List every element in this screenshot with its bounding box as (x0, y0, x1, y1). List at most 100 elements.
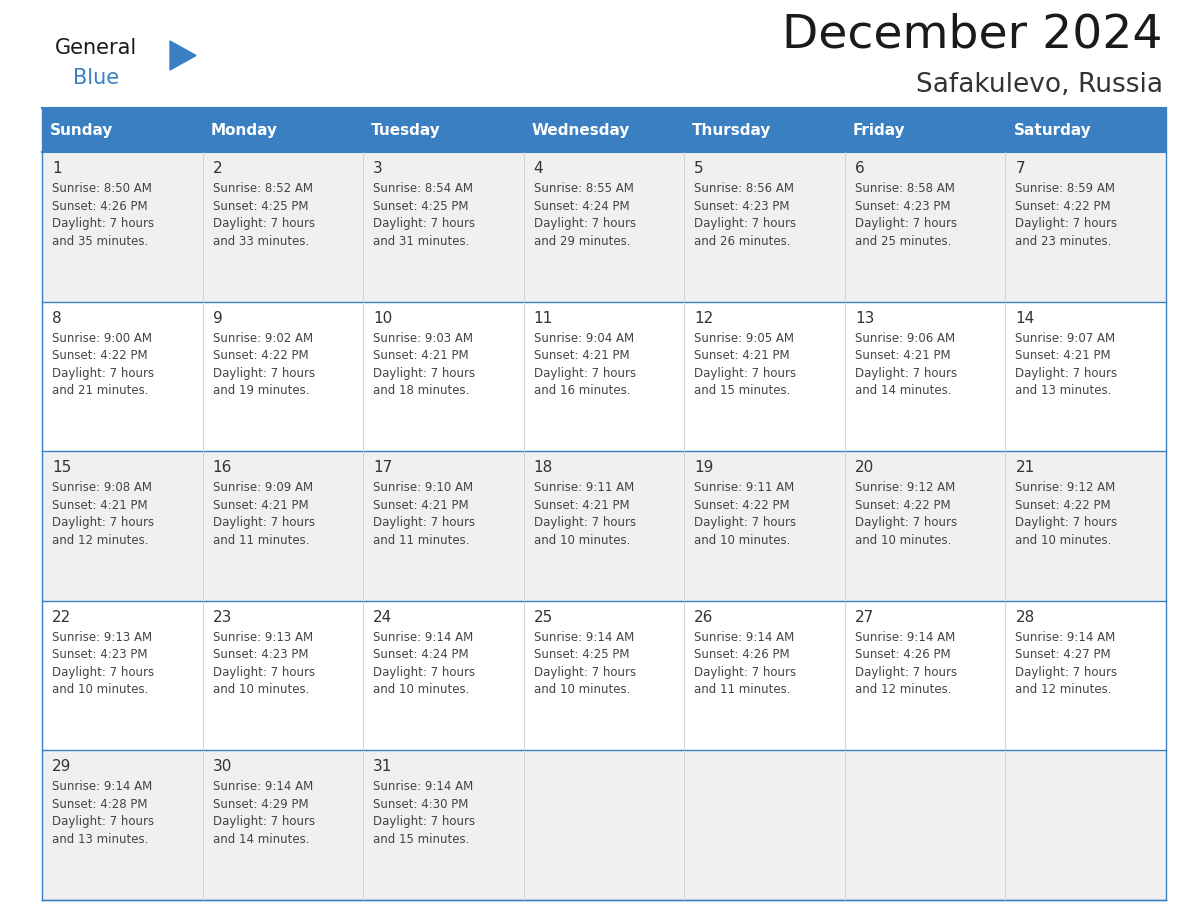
Text: and 15 minutes.: and 15 minutes. (694, 384, 791, 397)
Text: and 11 minutes.: and 11 minutes. (694, 683, 791, 696)
Text: Sunrise: 8:50 AM: Sunrise: 8:50 AM (52, 182, 152, 195)
Text: Blue: Blue (72, 68, 119, 88)
Text: Sunset: 4:23 PM: Sunset: 4:23 PM (52, 648, 147, 661)
Bar (42, 600, 203, 750)
Text: 25: 25 (533, 610, 552, 625)
Text: Sunset: 4:25 PM: Sunset: 4:25 PM (533, 648, 630, 661)
Text: and 15 minutes.: and 15 minutes. (373, 833, 469, 845)
Bar (203, 108, 364, 152)
Bar (845, 750, 1005, 900)
Text: 18: 18 (533, 460, 552, 476)
Bar (203, 302, 364, 452)
Bar (684, 302, 845, 452)
Text: Sunrise: 9:02 AM: Sunrise: 9:02 AM (213, 331, 312, 344)
Text: Sunset: 4:23 PM: Sunset: 4:23 PM (694, 199, 790, 212)
Text: 10: 10 (373, 310, 392, 326)
Text: Sunrise: 9:13 AM: Sunrise: 9:13 AM (213, 631, 312, 644)
Text: Daylight: 7 hours: Daylight: 7 hours (855, 516, 958, 529)
Text: Daylight: 7 hours: Daylight: 7 hours (213, 516, 315, 529)
Text: Sunrise: 9:03 AM: Sunrise: 9:03 AM (373, 331, 473, 344)
Text: 6: 6 (855, 161, 865, 176)
Bar (203, 452, 364, 600)
Text: Daylight: 7 hours: Daylight: 7 hours (533, 217, 636, 230)
Text: Sunrise: 9:04 AM: Sunrise: 9:04 AM (533, 331, 634, 344)
Text: Daylight: 7 hours: Daylight: 7 hours (855, 366, 958, 380)
Text: 21: 21 (1016, 460, 1035, 476)
Text: Safakulevo, Russia: Safakulevo, Russia (916, 72, 1163, 98)
Text: and 10 minutes.: and 10 minutes. (855, 533, 952, 547)
Bar (42, 302, 203, 452)
Bar (845, 302, 1005, 452)
Text: Sunrise: 9:00 AM: Sunrise: 9:00 AM (52, 331, 152, 344)
Text: Sunrise: 9:06 AM: Sunrise: 9:06 AM (855, 331, 955, 344)
Text: Daylight: 7 hours: Daylight: 7 hours (373, 366, 475, 380)
Bar (524, 750, 684, 900)
Text: 11: 11 (533, 310, 552, 326)
Text: 19: 19 (694, 460, 714, 476)
Polygon shape (170, 41, 196, 70)
Text: Sunset: 4:29 PM: Sunset: 4:29 PM (213, 798, 308, 811)
Text: Thursday: Thursday (693, 122, 772, 138)
Text: Sunset: 4:23 PM: Sunset: 4:23 PM (213, 648, 308, 661)
Bar (684, 452, 845, 600)
Text: Monday: Monday (210, 122, 278, 138)
Text: Sunset: 4:28 PM: Sunset: 4:28 PM (52, 798, 147, 811)
Text: Sunrise: 9:12 AM: Sunrise: 9:12 AM (1016, 481, 1116, 494)
Text: 12: 12 (694, 310, 714, 326)
Text: Sunset: 4:21 PM: Sunset: 4:21 PM (373, 498, 469, 511)
Text: Sunset: 4:24 PM: Sunset: 4:24 PM (533, 199, 630, 212)
Text: Sunset: 4:25 PM: Sunset: 4:25 PM (373, 199, 468, 212)
Text: Daylight: 7 hours: Daylight: 7 hours (1016, 516, 1118, 529)
Text: and 10 minutes.: and 10 minutes. (533, 533, 630, 547)
Text: General: General (55, 38, 138, 58)
Text: Sunset: 4:21 PM: Sunset: 4:21 PM (213, 498, 308, 511)
Text: and 10 minutes.: and 10 minutes. (373, 683, 469, 696)
Bar (364, 152, 524, 302)
Text: 26: 26 (694, 610, 714, 625)
Text: and 23 minutes.: and 23 minutes. (1016, 234, 1112, 248)
Text: and 14 minutes.: and 14 minutes. (855, 384, 952, 397)
Text: Daylight: 7 hours: Daylight: 7 hours (373, 666, 475, 678)
Text: and 19 minutes.: and 19 minutes. (213, 384, 309, 397)
Text: Sunset: 4:26 PM: Sunset: 4:26 PM (52, 199, 147, 212)
Bar (203, 152, 364, 302)
Text: and 21 minutes.: and 21 minutes. (52, 384, 148, 397)
Text: Sunset: 4:22 PM: Sunset: 4:22 PM (1016, 498, 1111, 511)
Text: and 10 minutes.: and 10 minutes. (694, 533, 791, 547)
Text: Sunset: 4:21 PM: Sunset: 4:21 PM (533, 349, 630, 362)
Text: Sunrise: 9:14 AM: Sunrise: 9:14 AM (373, 780, 473, 793)
Text: 22: 22 (52, 610, 71, 625)
Text: Daylight: 7 hours: Daylight: 7 hours (52, 217, 154, 230)
Text: Sunrise: 9:14 AM: Sunrise: 9:14 AM (213, 780, 312, 793)
Bar (203, 600, 364, 750)
Text: Daylight: 7 hours: Daylight: 7 hours (533, 516, 636, 529)
Text: Sunset: 4:21 PM: Sunset: 4:21 PM (52, 498, 147, 511)
Text: and 11 minutes.: and 11 minutes. (373, 533, 469, 547)
Text: 7: 7 (1016, 161, 1025, 176)
Text: and 10 minutes.: and 10 minutes. (52, 683, 148, 696)
Bar (684, 152, 845, 302)
Text: Daylight: 7 hours: Daylight: 7 hours (1016, 366, 1118, 380)
Text: Sunset: 4:22 PM: Sunset: 4:22 PM (1016, 199, 1111, 212)
Text: Sunrise: 9:14 AM: Sunrise: 9:14 AM (694, 631, 795, 644)
Text: and 12 minutes.: and 12 minutes. (855, 683, 952, 696)
Text: 13: 13 (855, 310, 874, 326)
Text: and 10 minutes.: and 10 minutes. (533, 683, 630, 696)
Text: 17: 17 (373, 460, 392, 476)
Text: 9: 9 (213, 310, 222, 326)
Text: Sunrise: 9:13 AM: Sunrise: 9:13 AM (52, 631, 152, 644)
Bar (1005, 452, 1165, 600)
Text: 8: 8 (52, 310, 62, 326)
Text: Daylight: 7 hours: Daylight: 7 hours (694, 516, 796, 529)
Text: Sunset: 4:30 PM: Sunset: 4:30 PM (373, 798, 468, 811)
Bar (364, 108, 524, 152)
Text: and 18 minutes.: and 18 minutes. (373, 384, 469, 397)
Text: 28: 28 (1016, 610, 1035, 625)
Text: Sunset: 4:21 PM: Sunset: 4:21 PM (1016, 349, 1111, 362)
Bar (845, 108, 1005, 152)
Text: Daylight: 7 hours: Daylight: 7 hours (694, 217, 796, 230)
Text: and 10 minutes.: and 10 minutes. (1016, 533, 1112, 547)
Bar (364, 750, 524, 900)
Text: Daylight: 7 hours: Daylight: 7 hours (52, 815, 154, 828)
Text: 24: 24 (373, 610, 392, 625)
